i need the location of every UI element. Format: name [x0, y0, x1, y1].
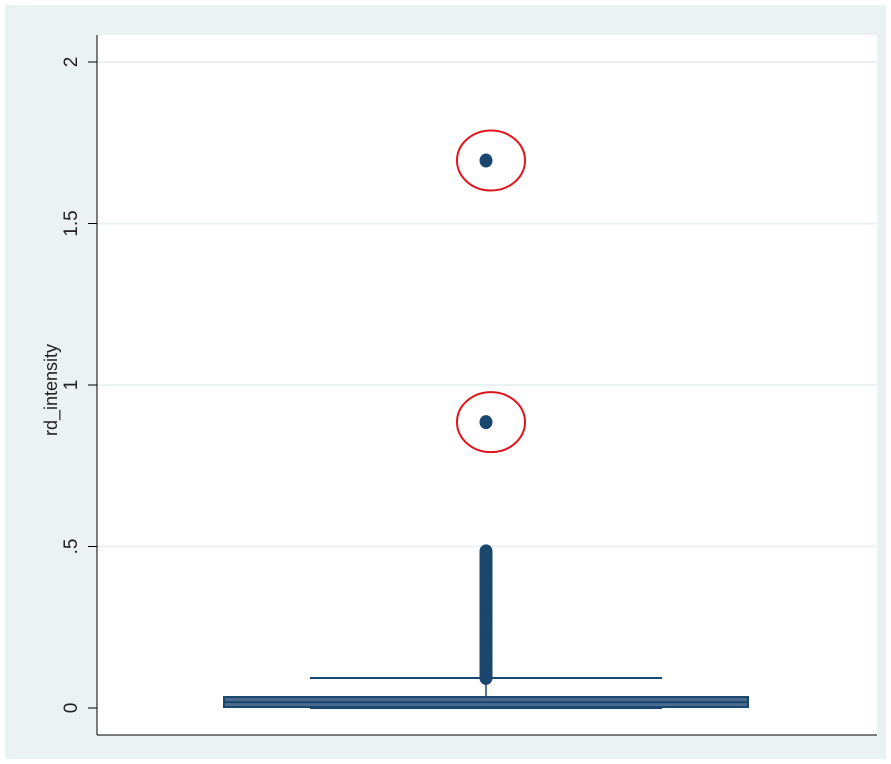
highlight-circle: [456, 129, 526, 192]
outlier-point: [479, 153, 493, 168]
y-axis-label: rd_intensity: [41, 344, 62, 436]
y-tick-label: 1.5: [61, 210, 82, 236]
y-tick-label: 0: [61, 703, 82, 714]
outlier-point: [479, 415, 493, 430]
outlier-points: [479, 153, 493, 685]
y-tick-label: 2: [61, 57, 82, 68]
y-axis: 0 .5 1 1.5 2: [61, 35, 98, 735]
y-tick-label: .5: [61, 539, 82, 555]
y-tick-label: 1: [61, 380, 82, 391]
grid-lines: [97, 61, 877, 548]
box: [223, 676, 749, 709]
highlight-circles: [456, 129, 526, 454]
highlight-circle: [456, 391, 526, 454]
outlier-point: [479, 544, 493, 559]
